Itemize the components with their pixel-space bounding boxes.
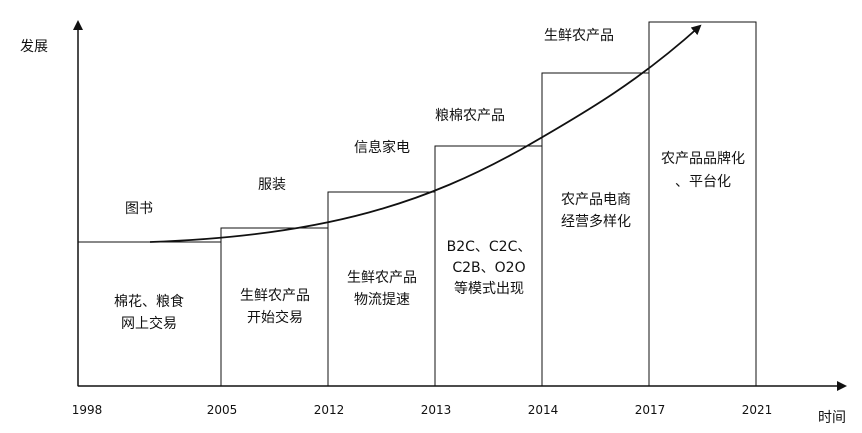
- year-label-2021: 2021: [742, 403, 773, 417]
- stage-3-above-label: 信息家电: [354, 139, 410, 156]
- stage-5-line-2: 经营多样化: [561, 213, 631, 230]
- growth-curve-arrow: [149, 24, 702, 243]
- stage-5-line-1: 农产品电商: [561, 192, 631, 208]
- stage-4: B2C、C2C、 C2B、O2O 等模式出现 粮棉农产品: [434, 107, 543, 387]
- stage-6-line-1: 农产品品牌化: [661, 150, 745, 167]
- stage-4-line-1: B2C、C2C、: [447, 239, 532, 255]
- y-axis-label: 发展: [20, 39, 48, 55]
- stage-5: 农产品电商 经营多样化 生鲜农产品: [541, 28, 650, 387]
- year-label-2013: 2013: [421, 403, 452, 417]
- stage-2-box: [220, 227, 329, 387]
- stage-1: 棉花、粮食 网上交易 图书: [77, 201, 222, 387]
- stage-2: 生鲜农产品 开始交易 服装: [220, 177, 329, 387]
- year-label-2014: 2014: [528, 403, 559, 417]
- stage-6-line-2: 、平台化: [675, 174, 731, 190]
- stage-1-line-2: 网上交易: [121, 315, 177, 332]
- stage-4-line-3: 等模式出现: [454, 280, 524, 297]
- stage-2-above-label: 服装: [258, 177, 286, 193]
- stage-3-box: [327, 191, 436, 387]
- stage-6-box: [648, 21, 757, 387]
- stage-4-above-label: 粮棉农产品: [435, 107, 505, 124]
- x-axis-label: 时间: [818, 410, 846, 426]
- stage-3: 生鲜农产品 物流提速 信息家电: [327, 139, 436, 387]
- stage-4-line-2: C2B、O2O: [452, 260, 525, 276]
- year-label-1998: 1998: [72, 403, 103, 417]
- stage-3-line-2: 物流提速: [354, 292, 410, 308]
- stage-6: 农产品品牌化 、平台化: [648, 21, 757, 387]
- year-label-2017: 2017: [635, 403, 666, 417]
- year-label-2012: 2012: [314, 403, 345, 417]
- stage-2-line-1: 生鲜农产品: [240, 288, 310, 304]
- year-label-2005: 2005: [207, 403, 238, 417]
- stage-5-above-label: 生鲜农产品: [544, 28, 614, 44]
- stage-2-line-2: 开始交易: [247, 309, 303, 326]
- stage-1-box: [77, 241, 222, 387]
- stage-1-above-label: 图书: [125, 201, 153, 217]
- stage-1-line-1: 棉花、粮食: [114, 293, 184, 310]
- stage-3-line-1: 生鲜农产品: [347, 270, 417, 286]
